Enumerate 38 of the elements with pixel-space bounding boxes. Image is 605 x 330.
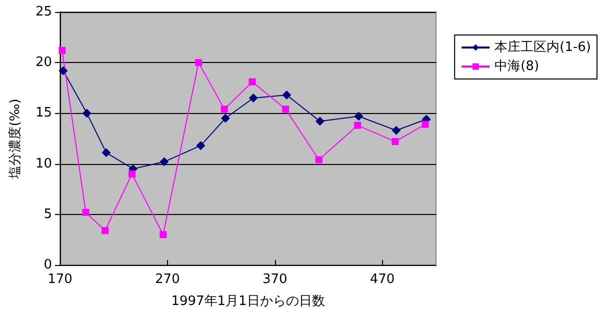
- point: [160, 231, 167, 238]
- point: [195, 59, 202, 66]
- point: [422, 120, 429, 128]
- point: [315, 116, 324, 126]
- point: [220, 106, 228, 113]
- point: [392, 138, 399, 146]
- point: [58, 46, 66, 54]
- point: [82, 108, 92, 118]
- point: [160, 157, 169, 166]
- y-axis-title: 塩分濃度(‰): [7, 98, 23, 180]
- point: [196, 141, 206, 150]
- y-tick-label: 10: [35, 156, 52, 172]
- x-tick-label: 170: [48, 272, 72, 287]
- point: [354, 122, 362, 129]
- legend-label: 中海(8): [494, 59, 540, 74]
- x-tick-label: 470: [370, 272, 395, 287]
- point: [128, 170, 136, 178]
- point: [82, 208, 90, 216]
- point: [392, 126, 401, 135]
- point: [58, 66, 68, 76]
- y-tick-label: 20: [35, 55, 52, 70]
- x-tick-label: 270: [155, 272, 180, 287]
- point: [282, 106, 290, 113]
- x-axis-title: 1997年1月1日からの日数: [171, 294, 325, 309]
- point: [220, 114, 230, 123]
- point: [248, 78, 256, 86]
- point: [102, 148, 111, 158]
- y-tick-label: 25: [35, 4, 52, 20]
- point: [315, 156, 322, 164]
- x-tick-label: 370: [262, 272, 288, 287]
- y-tick-label: 0: [44, 258, 52, 272]
- point: [354, 112, 364, 121]
- point: [102, 227, 109, 234]
- legend-label: 本庄工区内(1-6): [494, 40, 592, 55]
- point: [282, 90, 292, 100]
- y-tick-label: 5: [44, 206, 52, 222]
- point: [248, 94, 258, 103]
- y-tick-label: 15: [35, 106, 52, 121]
